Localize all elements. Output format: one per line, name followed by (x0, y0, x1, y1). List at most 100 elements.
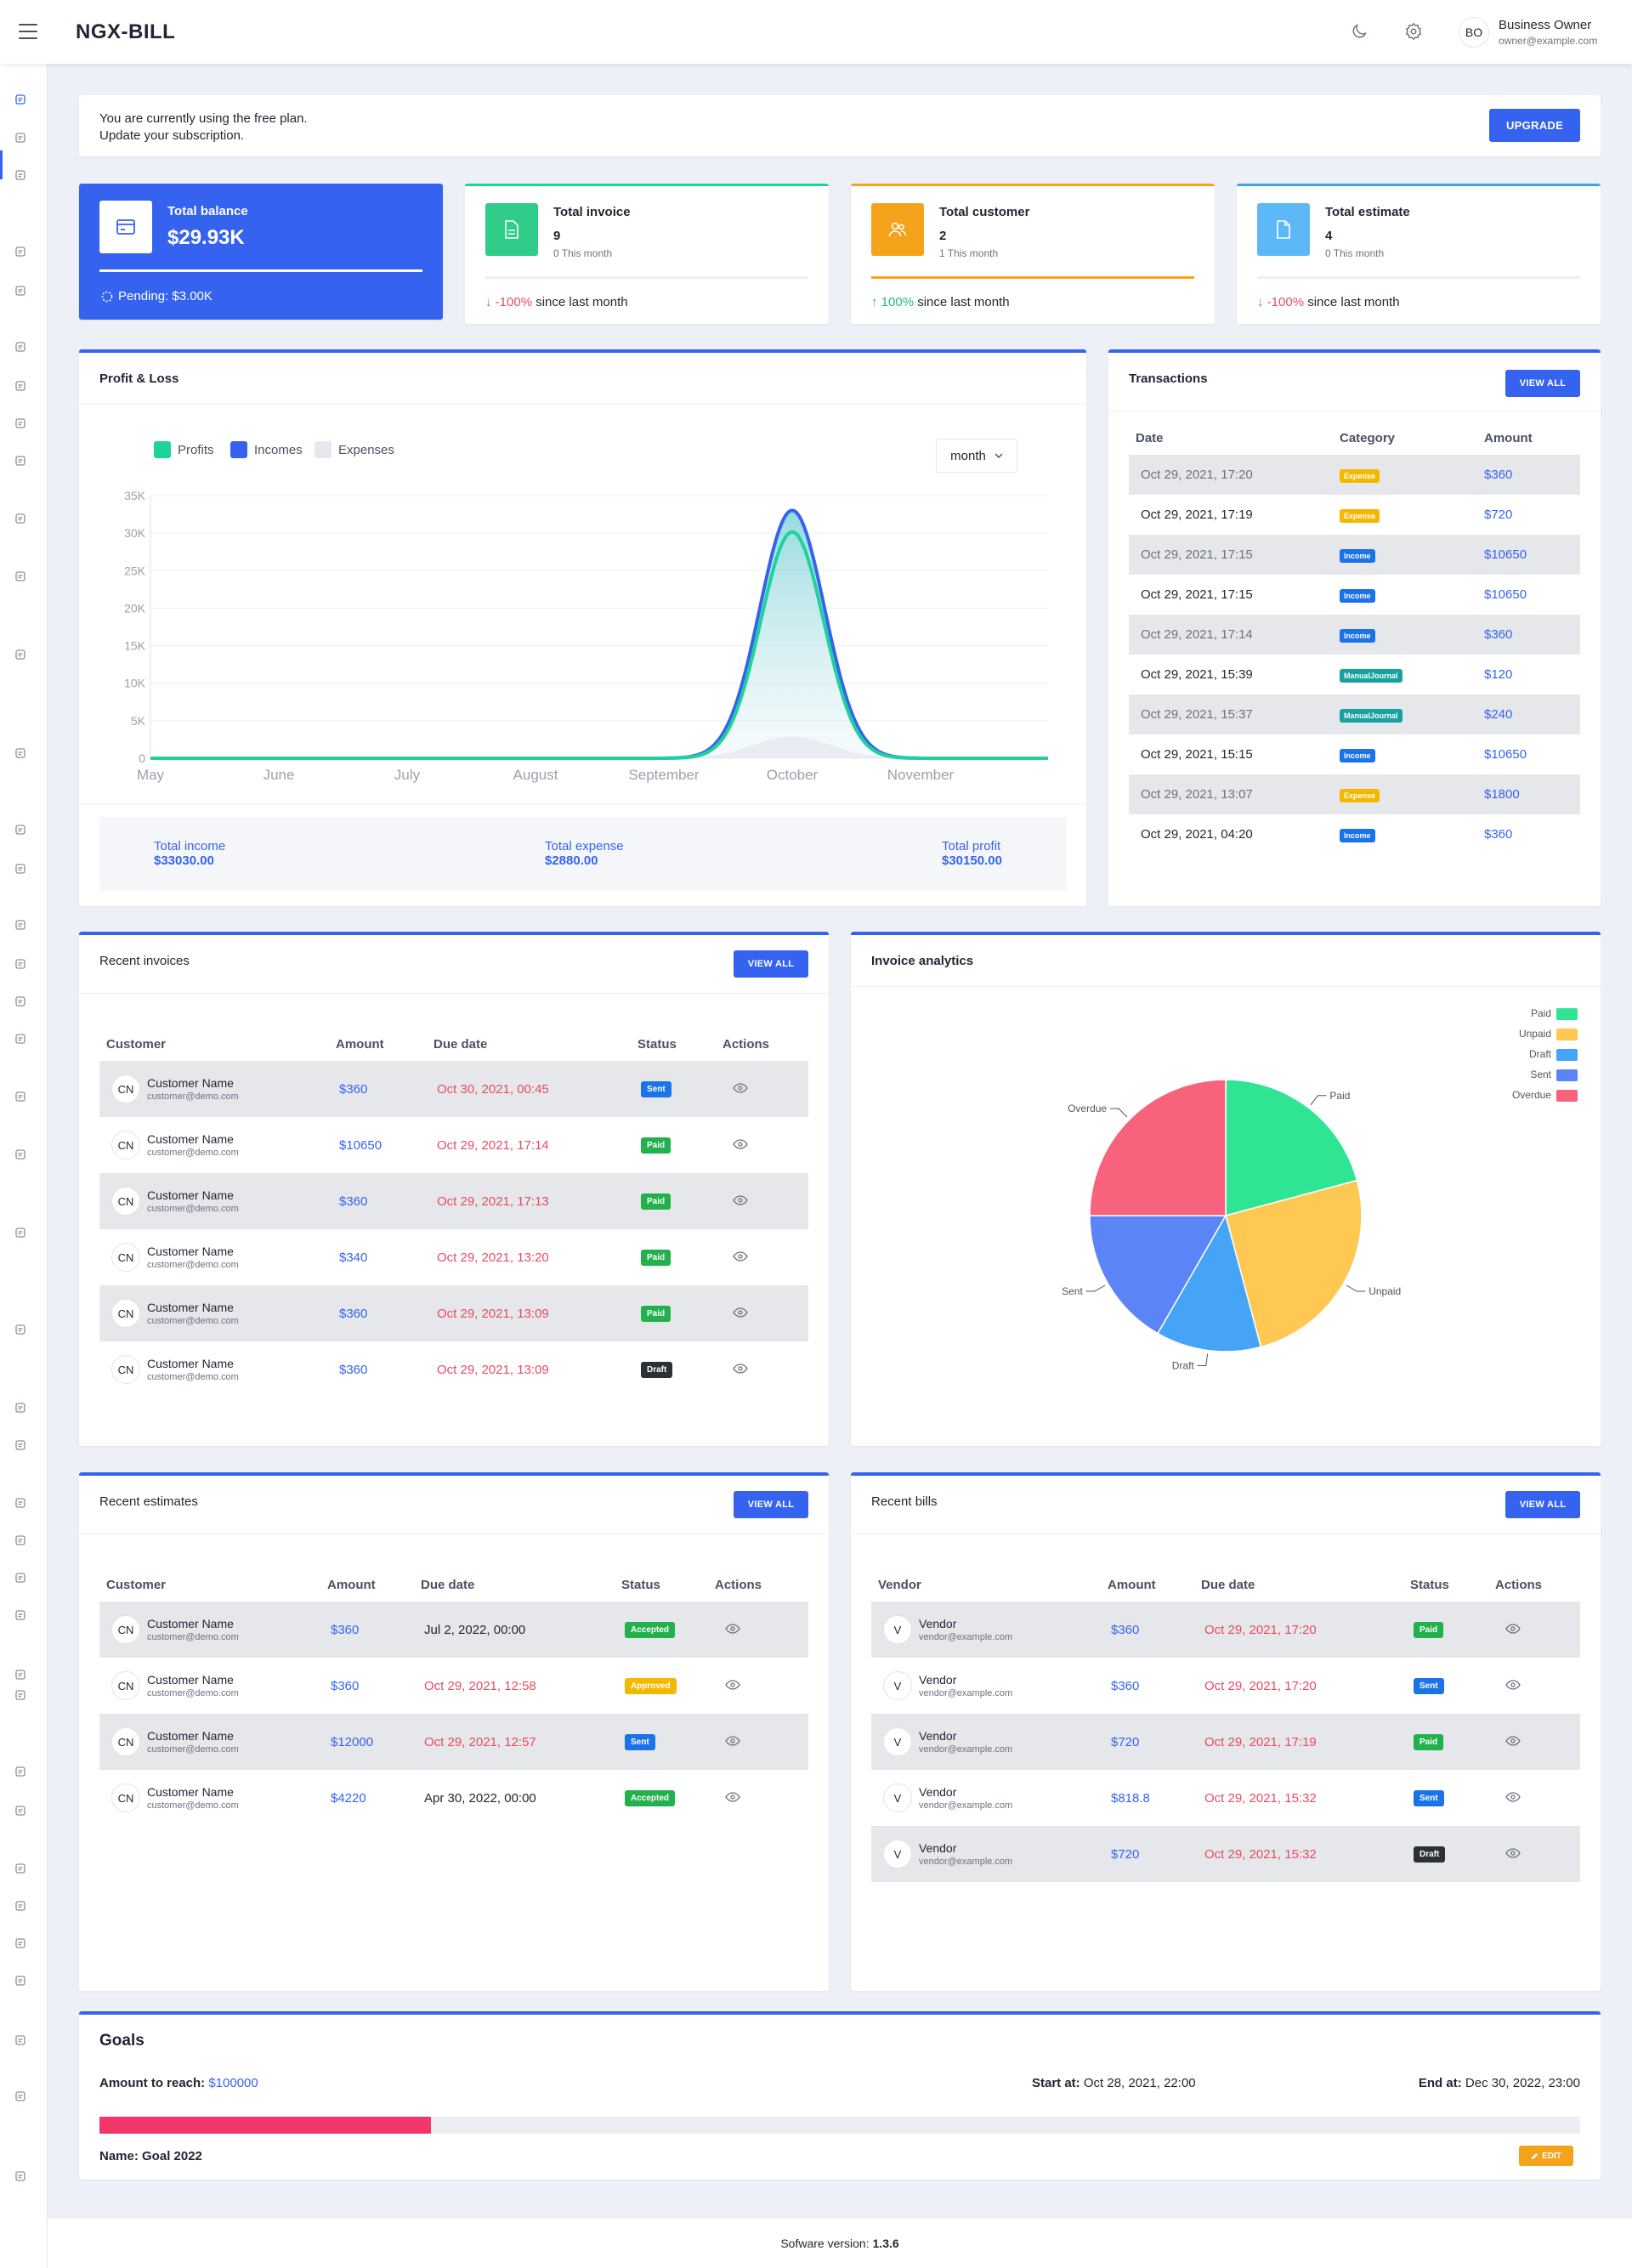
sidebar-briefcase-icon[interactable] (13, 1973, 28, 1988)
sidebar-book-icon[interactable] (13, 994, 28, 1009)
sidebar-dashboard-icon[interactable] (13, 92, 28, 107)
table-row[interactable]: Oct 29, 2021, 17:15 Income $10650 (1129, 575, 1580, 615)
sidebar-wallet-icon[interactable] (13, 1764, 28, 1779)
sidebar-chart-icon[interactable] (13, 2033, 28, 2048)
party-name: Customer Name (147, 1132, 234, 1146)
sidebar-wallet-icon[interactable] (13, 822, 28, 837)
table-row[interactable]: CN Customer Name customer@demo.com $12000 … (99, 1714, 808, 1770)
sidebar-transfer-icon[interactable] (13, 1533, 28, 1548)
eye-icon[interactable] (1505, 1679, 1521, 1690)
eye-icon[interactable] (725, 1623, 740, 1634)
table-row[interactable]: V Vendor vendor@example.com $818.8 Oct 29,… (871, 1770, 1580, 1826)
table-row[interactable]: Oct 29, 2021, 17:20 Expense $360 (1129, 455, 1580, 495)
table-row[interactable]: CN Customer Name customer@demo.com $360 Oc… (99, 1658, 808, 1714)
sidebar-briefcase-icon[interactable] (13, 1031, 28, 1046)
transactions-view-all-button[interactable]: VIEW ALL (1505, 370, 1580, 397)
sidebar-clipboard-icon[interactable] (13, 746, 28, 761)
sidebar-book-icon[interactable] (13, 1570, 28, 1585)
eye-icon[interactable] (733, 1082, 748, 1093)
table-row[interactable]: CN Customer Name customer@demo.com $360 Oc… (99, 1061, 808, 1117)
invoices-view-all-button[interactable]: VIEW ALL (734, 950, 808, 978)
sidebar-transfer-icon[interactable] (13, 956, 28, 972)
sidebar-card-icon[interactable] (13, 1803, 28, 1818)
user-avatar[interactable]: BO (1459, 17, 1489, 48)
user-name[interactable]: Business Owner (1499, 18, 1592, 32)
eye-icon[interactable] (725, 1679, 740, 1690)
status-badge: Paid (641, 1250, 672, 1266)
sidebar-estimate-icon[interactable] (13, 167, 28, 183)
period-select[interactable]: month (936, 439, 1017, 473)
table-row[interactable]: Oct 29, 2021, 15:39 ManualJournal $120 (1129, 655, 1580, 695)
goal-edit-button[interactable]: EDIT (1519, 2146, 1573, 2166)
table-row[interactable]: Oct 29, 2021, 15:15 Income $10650 (1129, 734, 1580, 774)
sidebar-invoice-icon[interactable] (13, 130, 28, 145)
table-row[interactable]: CN Customer Name customer@demo.com $360 Ju… (99, 1602, 808, 1658)
sidebar-card-icon[interactable] (13, 1437, 28, 1453)
gear-icon[interactable] (1402, 20, 1425, 43)
sidebar-settings-icon[interactable] (13, 1147, 28, 1162)
plan-line-2[interactable]: Update your subscription. (99, 128, 245, 143)
actions-cell (1488, 1658, 1580, 1714)
brand-logo[interactable]: NGX-BILL (76, 20, 176, 43)
sidebar-clipboard-icon[interactable] (13, 1322, 28, 1337)
sidebar-document-icon[interactable] (13, 339, 28, 354)
sidebar-briefcase-icon[interactable] (13, 453, 28, 468)
eye-icon[interactable] (1505, 1791, 1521, 1802)
sidebar-calendar-icon[interactable] (13, 2169, 28, 2184)
table-row[interactable]: V Vendor vendor@example.com $360 Oct 29, 2… (871, 1602, 1580, 1658)
table-row[interactable]: CN Customer Name customer@demo.com $360 Oc… (99, 1173, 808, 1229)
table-row[interactable]: CN Customer Name customer@demo.com $340 Oc… (99, 1229, 808, 1285)
sidebar-transfer-icon[interactable] (13, 1898, 28, 1914)
eye-icon[interactable] (733, 1194, 748, 1205)
table-row[interactable]: CN Customer Name customer@demo.com $4220 A… (99, 1770, 808, 1826)
sidebar-clipboard-icon[interactable] (13, 1687, 28, 1703)
eye-icon[interactable] (725, 1791, 740, 1802)
sidebar-transfer-icon[interactable] (13, 378, 28, 394)
table-row[interactable]: V Vendor vendor@example.com $360 Oct 29, 2… (871, 1658, 1580, 1714)
pie-slice-unpaid (1225, 1179, 1363, 1348)
table-row[interactable]: CN Customer Name customer@demo.com $10650 … (99, 1117, 808, 1173)
sidebar-document-icon[interactable] (13, 1495, 28, 1511)
table-row[interactable]: Oct 29, 2021, 13:07 Expense $1800 (1129, 774, 1580, 814)
sidebar-calendar-icon[interactable] (13, 647, 28, 662)
sidebar-wallet-icon[interactable] (13, 244, 28, 259)
transaction-date: Oct 29, 2021, 04:20 (1141, 827, 1253, 842)
table-row[interactable]: V Vendor vendor@example.com $720 Oct 29, 2… (871, 1826, 1580, 1882)
hamburger-icon[interactable] (19, 24, 37, 39)
sidebar-settings-icon[interactable] (13, 2089, 28, 2104)
sidebar-document-icon[interactable] (13, 917, 28, 933)
moon-icon[interactable] (1348, 20, 1370, 43)
table-row[interactable]: Oct 29, 2021, 17:15 Income $10650 (1129, 535, 1580, 575)
eye-icon[interactable] (733, 1363, 748, 1374)
sidebar-calendar-icon[interactable] (13, 1225, 28, 1240)
sidebar-document-icon[interactable] (13, 1861, 28, 1876)
table-row[interactable]: Oct 29, 2021, 17:19 Expense $720 (1129, 495, 1580, 535)
eye-icon[interactable] (1505, 1623, 1521, 1634)
eye-icon[interactable] (733, 1138, 748, 1149)
sidebar-briefcase-icon[interactable] (13, 1607, 28, 1623)
table-row[interactable]: CN Customer Name customer@demo.com $360 Oc… (99, 1285, 808, 1341)
eye-icon[interactable] (733, 1307, 748, 1318)
eye-icon[interactable] (733, 1250, 748, 1262)
table-row[interactable]: Oct 29, 2021, 15:37 ManualJournal $240 (1129, 695, 1580, 734)
estimates-view-all-button[interactable]: VIEW ALL (734, 1491, 808, 1518)
table-row[interactable]: V Vendor vendor@example.com $720 Oct 29, 2… (871, 1714, 1580, 1770)
sidebar-card-icon[interactable] (13, 861, 28, 876)
sidebar-book-icon[interactable] (13, 1936, 28, 1951)
sidebar-wallet-icon[interactable] (13, 1400, 28, 1415)
sidebar-chart-icon[interactable] (13, 511, 28, 526)
eye-icon[interactable] (725, 1735, 740, 1746)
sidebar-card-icon[interactable] (13, 283, 28, 298)
sidebar-settings-icon[interactable] (13, 569, 28, 584)
table-row[interactable]: CN Customer Name customer@demo.com $360 Oc… (99, 1341, 808, 1398)
table-row[interactable]: Oct 29, 2021, 17:14 Income $360 (1129, 615, 1580, 655)
eye-icon[interactable] (1505, 1847, 1521, 1858)
table-row[interactable]: Oct 29, 2021, 04:20 Income $360 (1129, 814, 1580, 854)
sidebar-chart-icon[interactable] (13, 1089, 28, 1104)
bills-view-all-button[interactable]: VIEW ALL (1505, 1491, 1580, 1518)
eye-icon[interactable] (1505, 1735, 1521, 1746)
upgrade-button[interactable]: UPGRADE (1489, 109, 1580, 142)
sidebar-book-icon[interactable] (13, 416, 28, 431)
sidebar-chart-icon[interactable] (13, 1667, 28, 1682)
goal-end-value: Dec 30, 2022, 23:00 (1465, 2076, 1580, 2090)
